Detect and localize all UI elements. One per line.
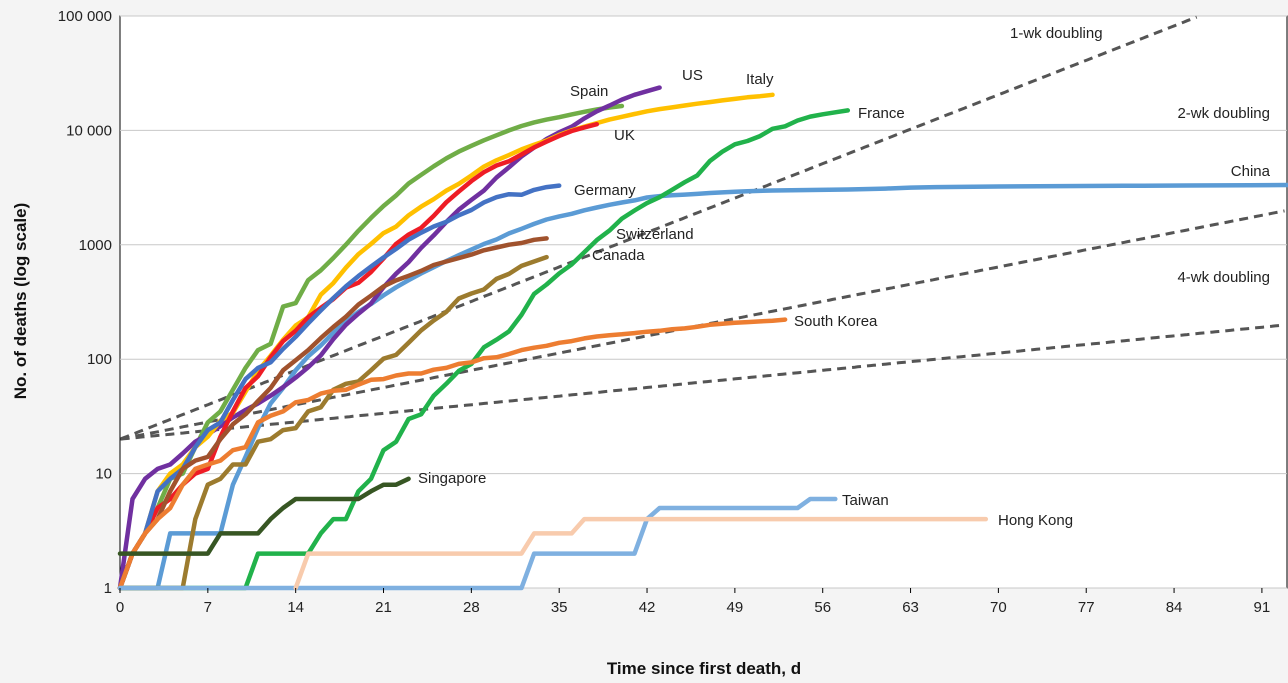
series-line-germany xyxy=(117,183,562,591)
country-series-lines xyxy=(117,85,1288,591)
x-tick-label: 35 xyxy=(551,599,568,616)
series-label-china: China xyxy=(1231,163,1271,180)
series-label-us: US xyxy=(682,67,703,84)
series-label-canada: Canada xyxy=(592,247,645,264)
series-line-china xyxy=(117,182,1288,591)
x-tick-label: 56 xyxy=(814,599,831,616)
series-label-switzerland: Switzerland xyxy=(616,226,694,243)
y-tick-label: 1 xyxy=(104,580,112,597)
series-label-singapore: Singapore xyxy=(418,470,486,487)
doubling-line xyxy=(120,15,1198,441)
y-tick-label: 1000 xyxy=(79,237,112,254)
y-axis-title: No. of deaths (log scale) xyxy=(11,203,30,399)
y-tick-label: 10 xyxy=(95,466,112,483)
x-tick-label: 28 xyxy=(463,599,480,616)
x-tick-label: 7 xyxy=(204,599,212,616)
series-label-south-korea: South Korea xyxy=(794,313,878,330)
series-label-hong-kong: Hong Kong xyxy=(998,512,1073,529)
series-line-singapore xyxy=(117,476,411,556)
series-label-france: France xyxy=(858,105,905,122)
series-label-uk: UK xyxy=(614,127,635,144)
x-tick-label: 21 xyxy=(375,599,392,616)
series-line-canada xyxy=(117,254,549,591)
doubling-line-label: 2-wk doubling xyxy=(1177,105,1270,122)
y-tick-label: 100 xyxy=(87,351,112,368)
series-label-spain: Spain xyxy=(570,83,608,100)
series-line-france xyxy=(117,108,851,591)
series-line-switzerland xyxy=(117,236,549,591)
series-line-hong-kong xyxy=(293,516,989,591)
x-tick-label: 70 xyxy=(990,599,1007,616)
series-label-taiwan: Taiwan xyxy=(842,492,889,509)
series-line-uk xyxy=(117,121,600,591)
x-tick-label: 91 xyxy=(1254,599,1271,616)
series-line-south-korea xyxy=(117,317,788,591)
x-tick-label: 42 xyxy=(639,599,656,616)
x-tick-label: 49 xyxy=(727,599,744,616)
x-tick-label: 77 xyxy=(1078,599,1095,616)
series-label-germany: Germany xyxy=(574,182,636,199)
series-line-spain xyxy=(117,103,625,591)
y-tick-label: 10 000 xyxy=(66,122,112,139)
doubling-line-label: 1-wk doubling xyxy=(1010,25,1103,42)
x-axis-title: Time since first death, d xyxy=(607,659,801,678)
doubling-line-label: 4-wk doubling xyxy=(1177,269,1270,286)
y-tick-label: 100 000 xyxy=(58,8,112,25)
x-tick-label: 14 xyxy=(287,599,304,616)
x-tick-label: 63 xyxy=(902,599,919,616)
series-label-italy: Italy xyxy=(746,71,774,88)
axes: 1 10 100 1000 10 000 100 000 0 7 14 21 28 35 42 49 56 6… xyxy=(58,8,1270,616)
series-labels: 1-wk doubling 2-wk doubling 4-wk doubling C… xyxy=(418,25,1271,529)
x-tick-label: 84 xyxy=(1166,599,1183,616)
x-tick-label: 0 xyxy=(116,599,124,616)
